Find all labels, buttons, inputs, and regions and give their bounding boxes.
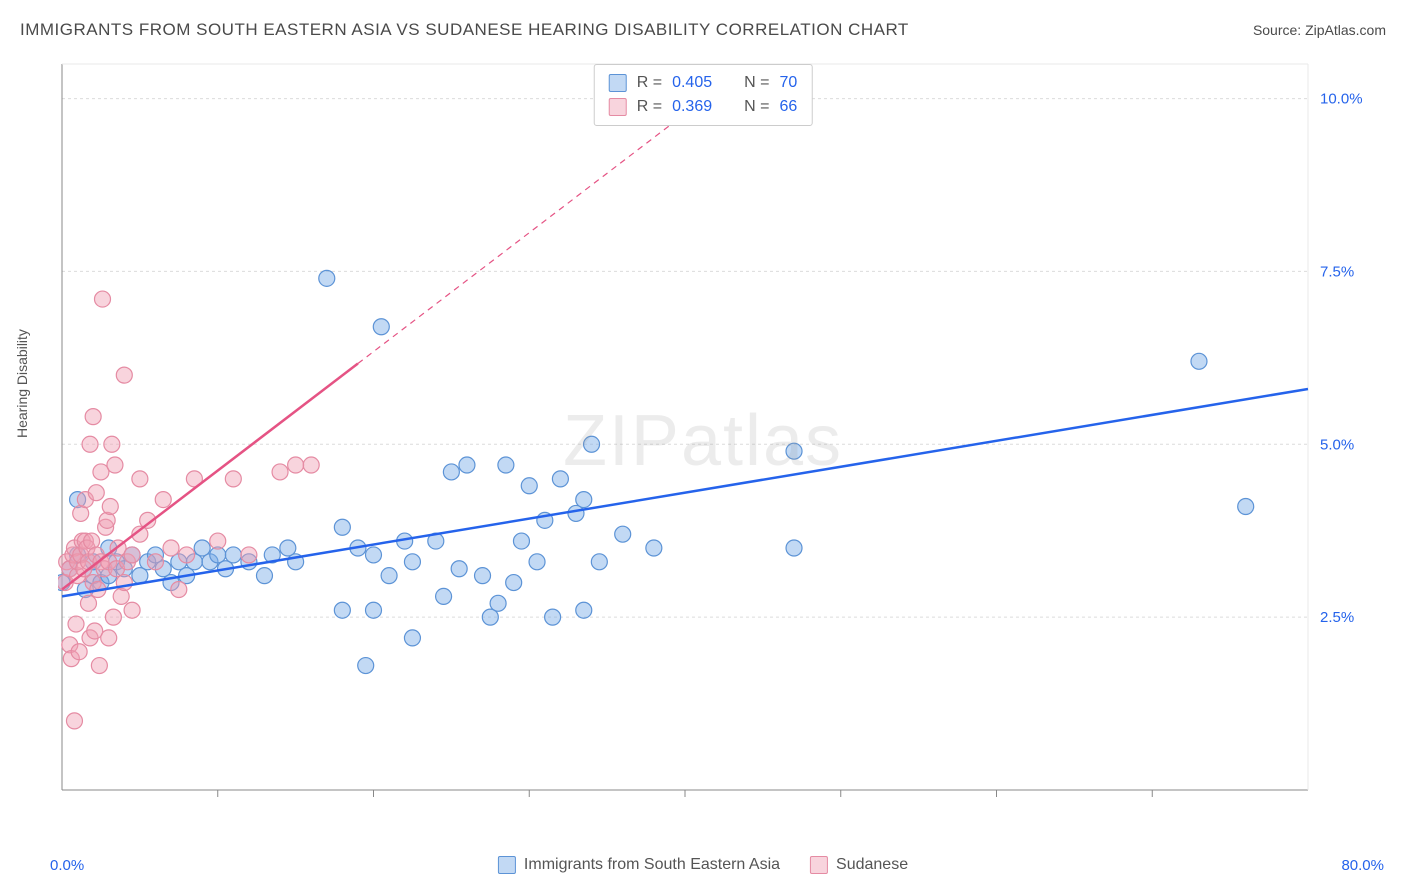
legend-item-1: Immigrants from South Eastern Asia [498,856,780,874]
chart-area: 2.5% 5.0% 7.5% 10.0% [58,60,1378,820]
svg-text:10.0%: 10.0% [1320,91,1363,108]
y-axis-label: Hearing Disability [14,329,30,438]
n-label-1: N = [744,71,769,95]
x-min-label: 0.0% [50,857,84,874]
svg-text:5.0%: 5.0% [1320,436,1354,453]
legend-swatch-1 [498,856,516,874]
legend-label-2: Sudanese [836,856,908,874]
legend-item-2: Sudanese [810,856,908,874]
source-label: Source: ZipAtlas.com [1253,22,1386,38]
legend-label-1: Immigrants from South Eastern Asia [524,856,780,874]
legend-swatch-2 [810,856,828,874]
svg-text:2.5%: 2.5% [1320,609,1354,626]
stats-legend: R = 0.405 N = 70 R = 0.369 N = 66 [594,64,813,126]
n-value-2: 66 [779,95,797,119]
stats-row-1: R = 0.405 N = 70 [609,71,798,95]
n-label-2: N = [744,95,769,119]
chart-svg: 2.5% 5.0% 7.5% 10.0% [58,60,1378,820]
bottom-legend: Immigrants from South Eastern Asia Sudan… [498,856,908,874]
r-label-1: R = [637,71,662,95]
x-max-label: 80.0% [1341,857,1384,874]
stats-row-2: R = 0.369 N = 66 [609,95,798,119]
chart-title: IMMIGRANTS FROM SOUTH EASTERN ASIA VS SU… [20,20,909,40]
swatch-series-1 [609,74,627,92]
r-value-2: 0.369 [672,95,712,119]
r-label-2: R = [637,95,662,119]
svg-text:7.5%: 7.5% [1320,263,1354,280]
n-value-1: 70 [779,71,797,95]
swatch-series-2 [609,98,627,116]
r-value-1: 0.405 [672,71,712,95]
